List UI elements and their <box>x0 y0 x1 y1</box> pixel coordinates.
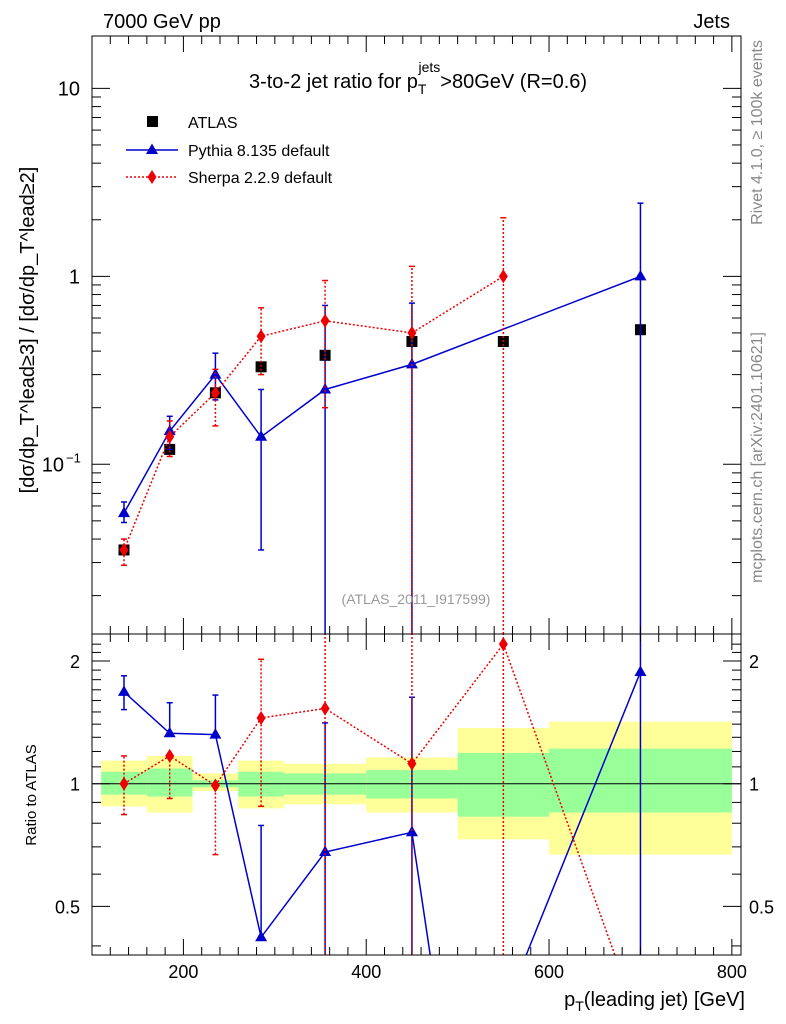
legend-label-atlas: ATLAS <box>188 115 238 132</box>
point-main-2-4 <box>320 313 330 328</box>
y-tick-label-ratio-r-0: 2 <box>749 652 759 672</box>
x-tick-label-200: 200 <box>168 962 198 982</box>
y-tick-label-main-1: 1 <box>69 266 80 288</box>
point-ratio-2-5 <box>407 756 417 771</box>
point-ratio-2-2 <box>210 778 220 793</box>
chart-title-prefix: 3-to-2 jet ratio for p <box>249 71 418 93</box>
source-label: mcplots.cern.ch [arXiv:2401.10621] <box>749 332 766 583</box>
point-ratio-1-7 <box>634 665 647 676</box>
x-axis-label-rest: (leading jet) [GeV] <box>584 989 745 1011</box>
ratio-extra-line-1 <box>525 671 642 956</box>
chart-title: 3-to-2 jet ratio for pTjets>80GeV (R=0.6… <box>249 59 587 97</box>
chart-title-suffix: >80GeV (R=0.6) <box>440 71 587 93</box>
main-plot <box>117 202 647 634</box>
ratio-frame <box>91 633 742 956</box>
legend-marker-sherpa <box>147 170 157 184</box>
point-ratio-1-5 <box>405 825 418 837</box>
x-axis-label-sub: T <box>575 998 584 1014</box>
point-main-2-0 <box>119 542 129 557</box>
header-left: 7000 GeV pp <box>103 11 221 33</box>
legend-marker-atlas <box>147 116 158 127</box>
point-main-0-3 <box>255 361 267 373</box>
point-ratio-2-0 <box>119 776 129 791</box>
point-main-1-5 <box>405 357 418 369</box>
point-main-2-5 <box>407 325 417 340</box>
point-ratio-1-3 <box>255 930 268 942</box>
point-main-2-1 <box>165 429 175 444</box>
point-main-1-3 <box>255 430 268 441</box>
y-tick-label-ratio-r-1: 1 <box>749 775 759 795</box>
y-tick-label-exp-2: −1 <box>66 450 81 465</box>
chart-title-sup: jets <box>417 59 440 75</box>
point-ratio-1-1 <box>163 726 176 738</box>
y-tick-label-ratio-r-2: 0.5 <box>749 897 774 917</box>
point-main-1-7 <box>634 269 647 281</box>
header-right: Jets <box>693 11 730 33</box>
rivet-label: Rivet 4.1.0, ≥ 100k events <box>749 40 766 225</box>
point-main-2-3 <box>256 329 266 344</box>
point-main-1-0 <box>117 506 130 518</box>
legend-marker-pythia <box>146 143 158 154</box>
legend-label-pythia: Pythia 8.135 default <box>188 143 330 160</box>
x-tick-label-400: 400 <box>351 962 381 982</box>
y-tick-label-main-2: 10 <box>42 454 64 476</box>
x-tick-label-600: 600 <box>534 962 564 982</box>
point-main-2-6 <box>498 269 508 284</box>
point-main-2-2 <box>210 385 220 400</box>
ratio-plot <box>117 634 647 956</box>
ratio-extra-line-2 <box>502 643 616 956</box>
point-ratio-1-0 <box>117 685 130 696</box>
x-tick-label-800: 800 <box>717 962 747 982</box>
y-tick-label-ratio-l-0: 2 <box>70 652 80 672</box>
point-ratio-2-3 <box>256 710 266 725</box>
point-ratio-2-4 <box>320 701 330 716</box>
y-tick-label-ratio-l-2: 0.5 <box>55 897 80 917</box>
chart-title-sub: T <box>418 81 427 97</box>
watermark: (ATLAS_2011_I917599) <box>342 591 491 607</box>
legend: ATLAS Pythia 8.135 default Sherpa 2.2.9 … <box>126 115 333 187</box>
point-ratio-1-2 <box>209 728 222 739</box>
y-tick-label-ratio-l-1: 1 <box>70 775 80 795</box>
y-tick-label-main-0: 10 <box>58 78 80 100</box>
ratio-extra-line-0 <box>411 832 431 956</box>
ratio-line-1 <box>123 691 413 940</box>
x-axis-label: pT(leading jet) [GeV] <box>564 989 745 1014</box>
point-main-1-4 <box>319 382 332 394</box>
y-axis-label: [dσ/dp_T^lead≥3] / [dσ/dp_T^lead≥2] <box>17 167 39 494</box>
legend-label-sherpa: Sherpa 2.2.9 default <box>188 170 333 187</box>
point-ratio-2-1 <box>165 748 175 763</box>
x-axis-label-main: p <box>564 989 575 1011</box>
ratio-axis-label: Ratio to ATLAS <box>23 744 40 845</box>
